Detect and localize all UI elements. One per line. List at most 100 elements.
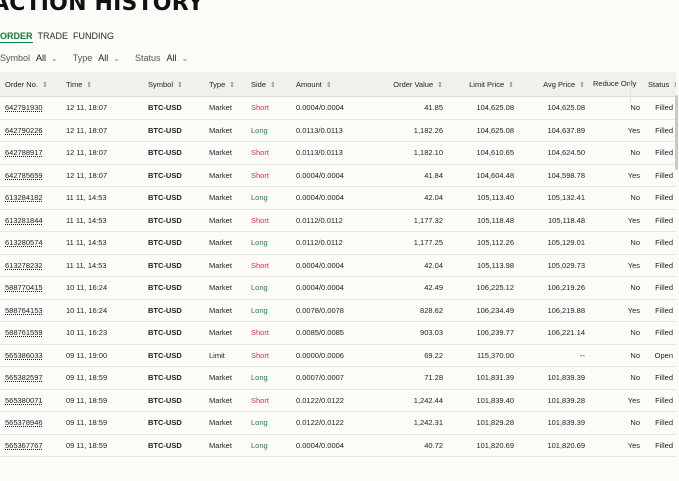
order-no-cell[interactable]: 613281844 xyxy=(0,209,61,232)
column-header-status[interactable]: Status⇕ xyxy=(643,72,676,97)
limit-price-cell: 104,625.08 xyxy=(446,119,517,142)
time-cell: 12 11, 18:07 xyxy=(61,96,143,120)
avg-price-cell: 104,625.08 xyxy=(517,96,588,120)
table-row[interactable]: 613280574 11 11, 14:53 BTC-USD Market Long 0.… xyxy=(0,231,676,255)
sort-icon[interactable]: ⇕ xyxy=(579,81,585,89)
table-row[interactable]: 588761559 10 11, 16:23 BTC-USD Market Short 0… xyxy=(0,321,676,345)
status-cell: Filled xyxy=(643,299,676,322)
sort-icon[interactable]: ⇕ xyxy=(229,81,236,89)
column-header-side[interactable]: Side ⇕ xyxy=(246,72,291,97)
symbol-filter[interactable]: Symbol All ⌄ xyxy=(0,53,58,63)
order-no-cell[interactable]: 565382597 xyxy=(0,366,61,390)
time-cell: 11 11, 14:53 xyxy=(61,186,143,210)
order-no-cell[interactable]: 565386033 xyxy=(0,344,61,367)
column-header-symbol[interactable]: Symbol ⇕ xyxy=(143,72,204,97)
table-row[interactable]: 642791930 12 11, 18:07 BTC-USD Market Short 0… xyxy=(0,96,676,120)
table-row[interactable]: 565382597 09 11, 18:59 BTC-USD Market Long 0.… xyxy=(0,366,676,390)
amount-cell: 0.0004/0.0004 xyxy=(291,96,363,120)
table-row[interactable]: 588764153 10 11, 16:24 BTC-USD Market Long 0.… xyxy=(0,299,676,322)
table-row[interactable]: 588770415 10 11, 16:24 BTC-USD Market Long 0.… xyxy=(0,276,676,300)
avg-price-cell: 101,839.39 xyxy=(517,411,588,435)
order-no-cell[interactable]: 588770415 xyxy=(0,276,61,300)
type-cell: Market xyxy=(204,321,246,345)
order-no-cell[interactable]: 565378946 xyxy=(0,411,61,435)
column-header-order-no[interactable]: Order No. ⇕ xyxy=(0,72,61,97)
type-cell: Market xyxy=(204,254,246,277)
column-header-amount[interactable]: Amount ⇕ xyxy=(291,72,363,97)
tab-trade[interactable]: TRADE xyxy=(37,31,69,41)
symbol-cell: BTC-USD xyxy=(143,276,204,300)
order-no-cell[interactable]: 565367767 xyxy=(0,434,61,457)
column-header-type[interactable]: Type ⇕ xyxy=(204,72,246,97)
order-no-cell[interactable]: 588764153 xyxy=(0,299,61,322)
column-header-time[interactable]: Time ⇕ xyxy=(61,72,143,97)
status-cell: Filled xyxy=(643,411,676,435)
table-row[interactable]: 642785659 12 11, 18:07 BTC-USD Market Short 0… xyxy=(0,164,676,187)
type-cell: Market xyxy=(204,164,246,187)
time-cell: 10 11, 16:24 xyxy=(61,299,143,322)
table-row[interactable]: 613284182 11 11, 14:53 BTC-USD Market Long 0.… xyxy=(0,186,676,210)
reduce-only-cell: Yes xyxy=(588,254,643,277)
order-no-cell[interactable]: 642791930 xyxy=(0,96,61,120)
column-label: Order No. xyxy=(5,79,38,89)
order-no-cell[interactable]: 642790226 xyxy=(0,119,61,142)
sort-icon[interactable]: ⇕ xyxy=(177,81,183,89)
side-cell: Short xyxy=(246,254,291,277)
sort-icon[interactable]: ⇕ xyxy=(41,81,48,89)
limit-price-cell: 105,112.26 xyxy=(446,231,517,255)
side-cell: Short xyxy=(246,389,291,412)
column-label: Amount xyxy=(296,79,322,89)
avg-price-cell: -- xyxy=(517,344,588,367)
status-filter-label: Status xyxy=(134,53,161,63)
order-no-cell[interactable]: 613284182 xyxy=(0,186,61,210)
limit-price-cell: 106,234.49 xyxy=(446,299,517,322)
table-row[interactable]: 613278232 11 11, 14:53 BTC-USD Market Short 0… xyxy=(0,254,676,277)
table-row[interactable]: 642788917 12 11, 18:07 BTC-USD Market Short 0… xyxy=(0,141,676,165)
time-cell: 09 11, 19:00 xyxy=(61,344,143,367)
type-filter-value: All xyxy=(98,53,109,63)
order-no-cell[interactable]: 642785659 xyxy=(0,164,61,187)
order-value-cell: 1,242.31 xyxy=(363,411,446,435)
amount-cell: 0.0004/0.0004 xyxy=(291,254,363,277)
status-cell: Filled xyxy=(643,321,676,345)
column-header-order-value[interactable]: Order Value ⇕ xyxy=(363,72,446,97)
order-value-cell: 1,182.10 xyxy=(363,141,446,165)
chevron-down-icon: ⌄ xyxy=(113,53,120,63)
tab-funding[interactable]: FUNDING xyxy=(73,31,115,41)
sort-icon[interactable]: ⇕ xyxy=(673,82,676,89)
type-cell: Market xyxy=(204,276,246,300)
table-row[interactable]: 565380071 09 11, 18:59 BTC-USD Market Short 0… xyxy=(0,389,676,412)
sort-icon[interactable]: ⇕ xyxy=(437,81,443,89)
table-row[interactable]: 613281844 11 11, 14:53 BTC-USD Market Short 0… xyxy=(0,209,676,232)
sort-icon[interactable]: ⇕ xyxy=(325,81,332,89)
sort-icon[interactable]: ⇕ xyxy=(270,81,276,89)
order-no-cell[interactable]: 613278232 xyxy=(0,254,61,277)
filter-bar: Symbol All ⌄ Type All ⌄ Status All ⌄ xyxy=(0,53,203,63)
symbol-cell: BTC-USD xyxy=(143,344,204,367)
amount-cell: 0.0112/0.0112 xyxy=(291,209,363,232)
table-row[interactable]: 565378946 09 11, 18:59 BTC-USD Market Long 0.… xyxy=(0,411,676,435)
status-filter[interactable]: Status All ⌄ xyxy=(135,53,188,63)
symbol-cell: BTC-USD xyxy=(143,434,204,457)
order-no-cell[interactable]: 613280574 xyxy=(0,231,61,255)
tab-order[interactable]: ORDER xyxy=(0,31,33,43)
reduce-only-cell: Yes xyxy=(588,119,643,142)
sort-icon[interactable]: ⇕ xyxy=(508,81,514,89)
amount-cell: 0.0113/0.0113 xyxy=(291,119,363,142)
column-header-reduce-only: Reduce Only xyxy=(588,72,643,97)
type-filter[interactable]: Type All ⌄ xyxy=(73,53,120,63)
table-row[interactable]: 565386033 09 11, 19:00 BTC-USD Limit Short 0.… xyxy=(0,344,676,367)
order-no-cell[interactable]: 565380071 xyxy=(0,389,61,412)
order-value-cell: 1,177.32 xyxy=(363,209,446,232)
table-row[interactable]: 642790226 12 11, 18:07 BTC-USD Market Long 0.… xyxy=(0,119,676,142)
scrollbar[interactable] xyxy=(675,95,678,170)
column-header-limit-price[interactable]: Limit Price ⇕ xyxy=(446,72,517,97)
avg-price-cell: 105,129.01 xyxy=(517,231,588,255)
order-no-cell[interactable]: 642788917 xyxy=(0,141,61,165)
time-cell: 09 11, 18:59 xyxy=(61,411,143,435)
status-cell: Filled xyxy=(643,276,676,300)
table-row[interactable]: 565367767 09 11, 18:59 BTC-USD Market Long 0.… xyxy=(0,434,676,457)
order-no-cell[interactable]: 588761559 xyxy=(0,321,61,345)
sort-icon[interactable]: ⇕ xyxy=(86,81,93,89)
column-header-avg-price[interactable]: Avg Price ⇕ xyxy=(517,72,588,97)
